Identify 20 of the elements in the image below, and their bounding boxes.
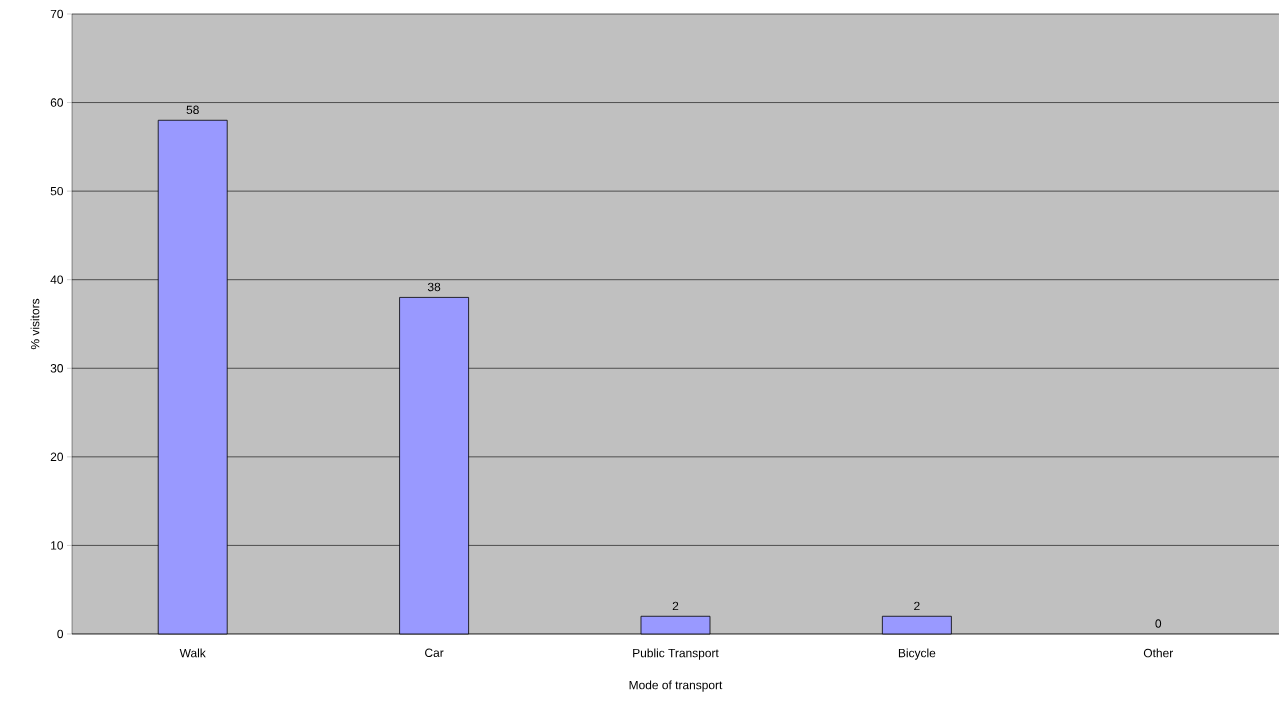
x-tick-label: Public Transport <box>633 648 719 660</box>
x-tick-label: Bicycle <box>898 648 936 660</box>
data-label: 2 <box>672 601 679 611</box>
y-axis-title: % visitors <box>30 298 40 350</box>
x-tick-label: Other <box>1143 648 1174 658</box>
x-tick-label: Walk <box>179 648 206 658</box>
x-axis-title: Mode of transport <box>629 680 723 692</box>
x-tick-label: Car <box>425 648 444 657</box>
y-tick-label: 20 <box>50 452 64 462</box>
y-tick-label: 50 <box>50 186 64 196</box>
y-tick-label: 10 <box>51 541 64 550</box>
data-label: 38 <box>427 282 441 292</box>
y-tick-label: 60 <box>50 98 64 107</box>
y-tick-label: 0 <box>57 629 64 639</box>
data-label: 2 <box>914 601 920 611</box>
y-tick-label: 70 <box>50 9 64 19</box>
data-label: 0 <box>1155 619 1162 628</box>
y-tick-label: 40 <box>50 275 64 284</box>
y-tick-label: 30 <box>50 364 64 373</box>
data-label: 58 <box>186 105 199 115</box>
